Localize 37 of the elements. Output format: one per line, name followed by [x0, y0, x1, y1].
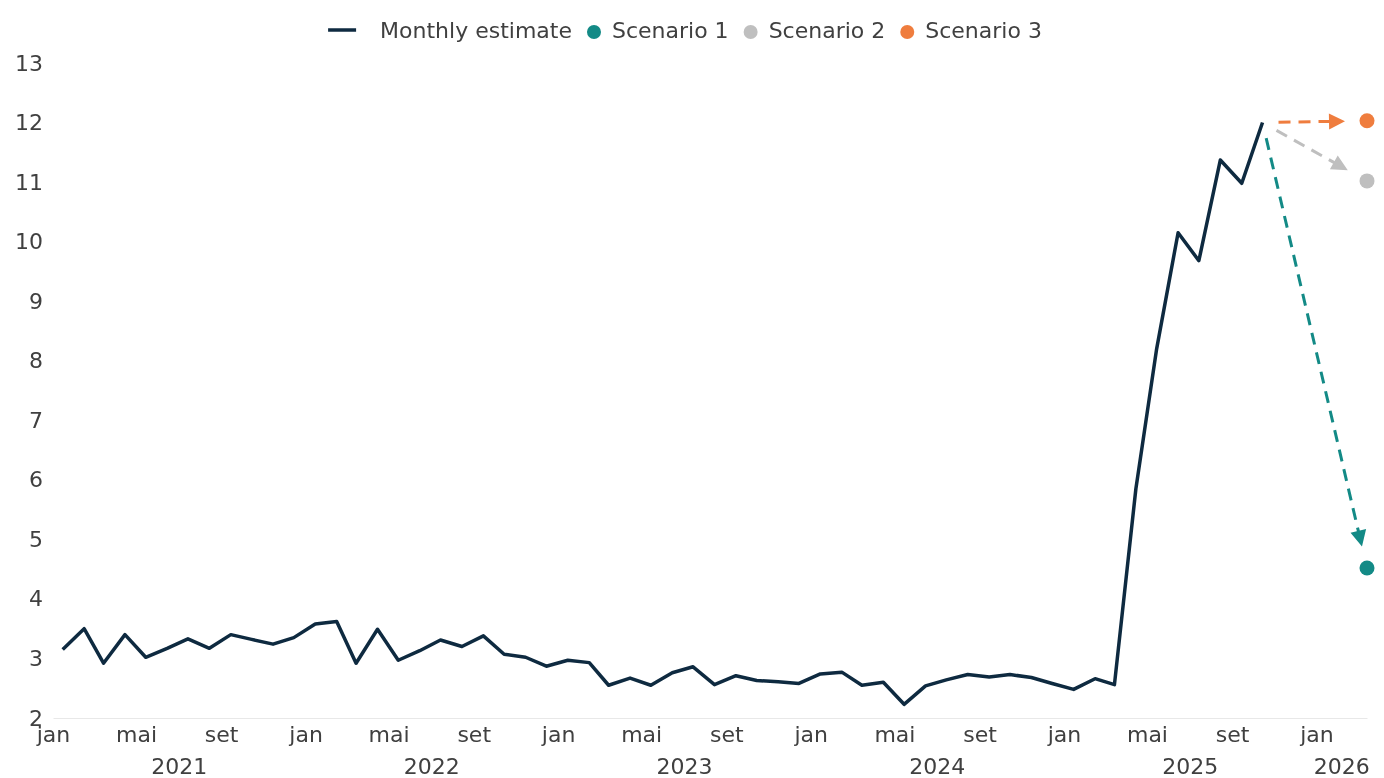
x-tick-label: mai	[874, 721, 916, 747]
line-series	[60, 120, 1265, 707]
y-tick-label: 5	[29, 526, 43, 552]
text: 2026	[1313, 754, 1370, 778]
y-tick-label: 13	[15, 50, 43, 76]
text: 2021	[151, 754, 208, 778]
x-tick-label: jan	[1046, 721, 1082, 747]
y-tick-label: 9	[29, 288, 43, 314]
y-tick-label: 8	[29, 348, 43, 374]
y-tick-label: 11	[15, 169, 43, 195]
x-tick-label: mai	[116, 721, 158, 747]
y-tick-label: 7	[29, 407, 43, 433]
text: 2025	[1162, 754, 1219, 778]
x-tick-label: jan	[288, 721, 323, 747]
x-tick-label: set	[1215, 721, 1250, 747]
x-tick-label: set	[457, 721, 492, 747]
x-tick-label: set	[963, 721, 998, 747]
x-tick-label: set	[709, 721, 744, 747]
text: 2023	[656, 754, 713, 778]
x-tick-label: mai	[368, 721, 410, 747]
y-tick-label: 6	[29, 467, 43, 493]
text: 2024	[909, 754, 966, 778]
y-tick-label: 12	[15, 110, 43, 136]
y-tick-label: 4	[29, 586, 43, 612]
x-tick-label: mai	[1126, 721, 1168, 747]
x-tick-label: mai	[621, 721, 663, 747]
x-tick-label: set	[204, 721, 239, 747]
x-tick-label: jan	[1299, 721, 1334, 747]
legend-label: Monthly estimate	[380, 18, 572, 43]
legend-label: Scenario 2	[768, 18, 886, 43]
y-tick-label: 3	[29, 645, 43, 671]
x-tick-label: jan	[793, 721, 828, 747]
legend-label: Scenario 3	[925, 18, 1042, 43]
x-tick-label: jan	[540, 721, 576, 747]
y-tick-label: 10	[15, 229, 43, 255]
text: 2022	[403, 754, 460, 778]
legend-label: Scenario 1	[611, 18, 729, 43]
